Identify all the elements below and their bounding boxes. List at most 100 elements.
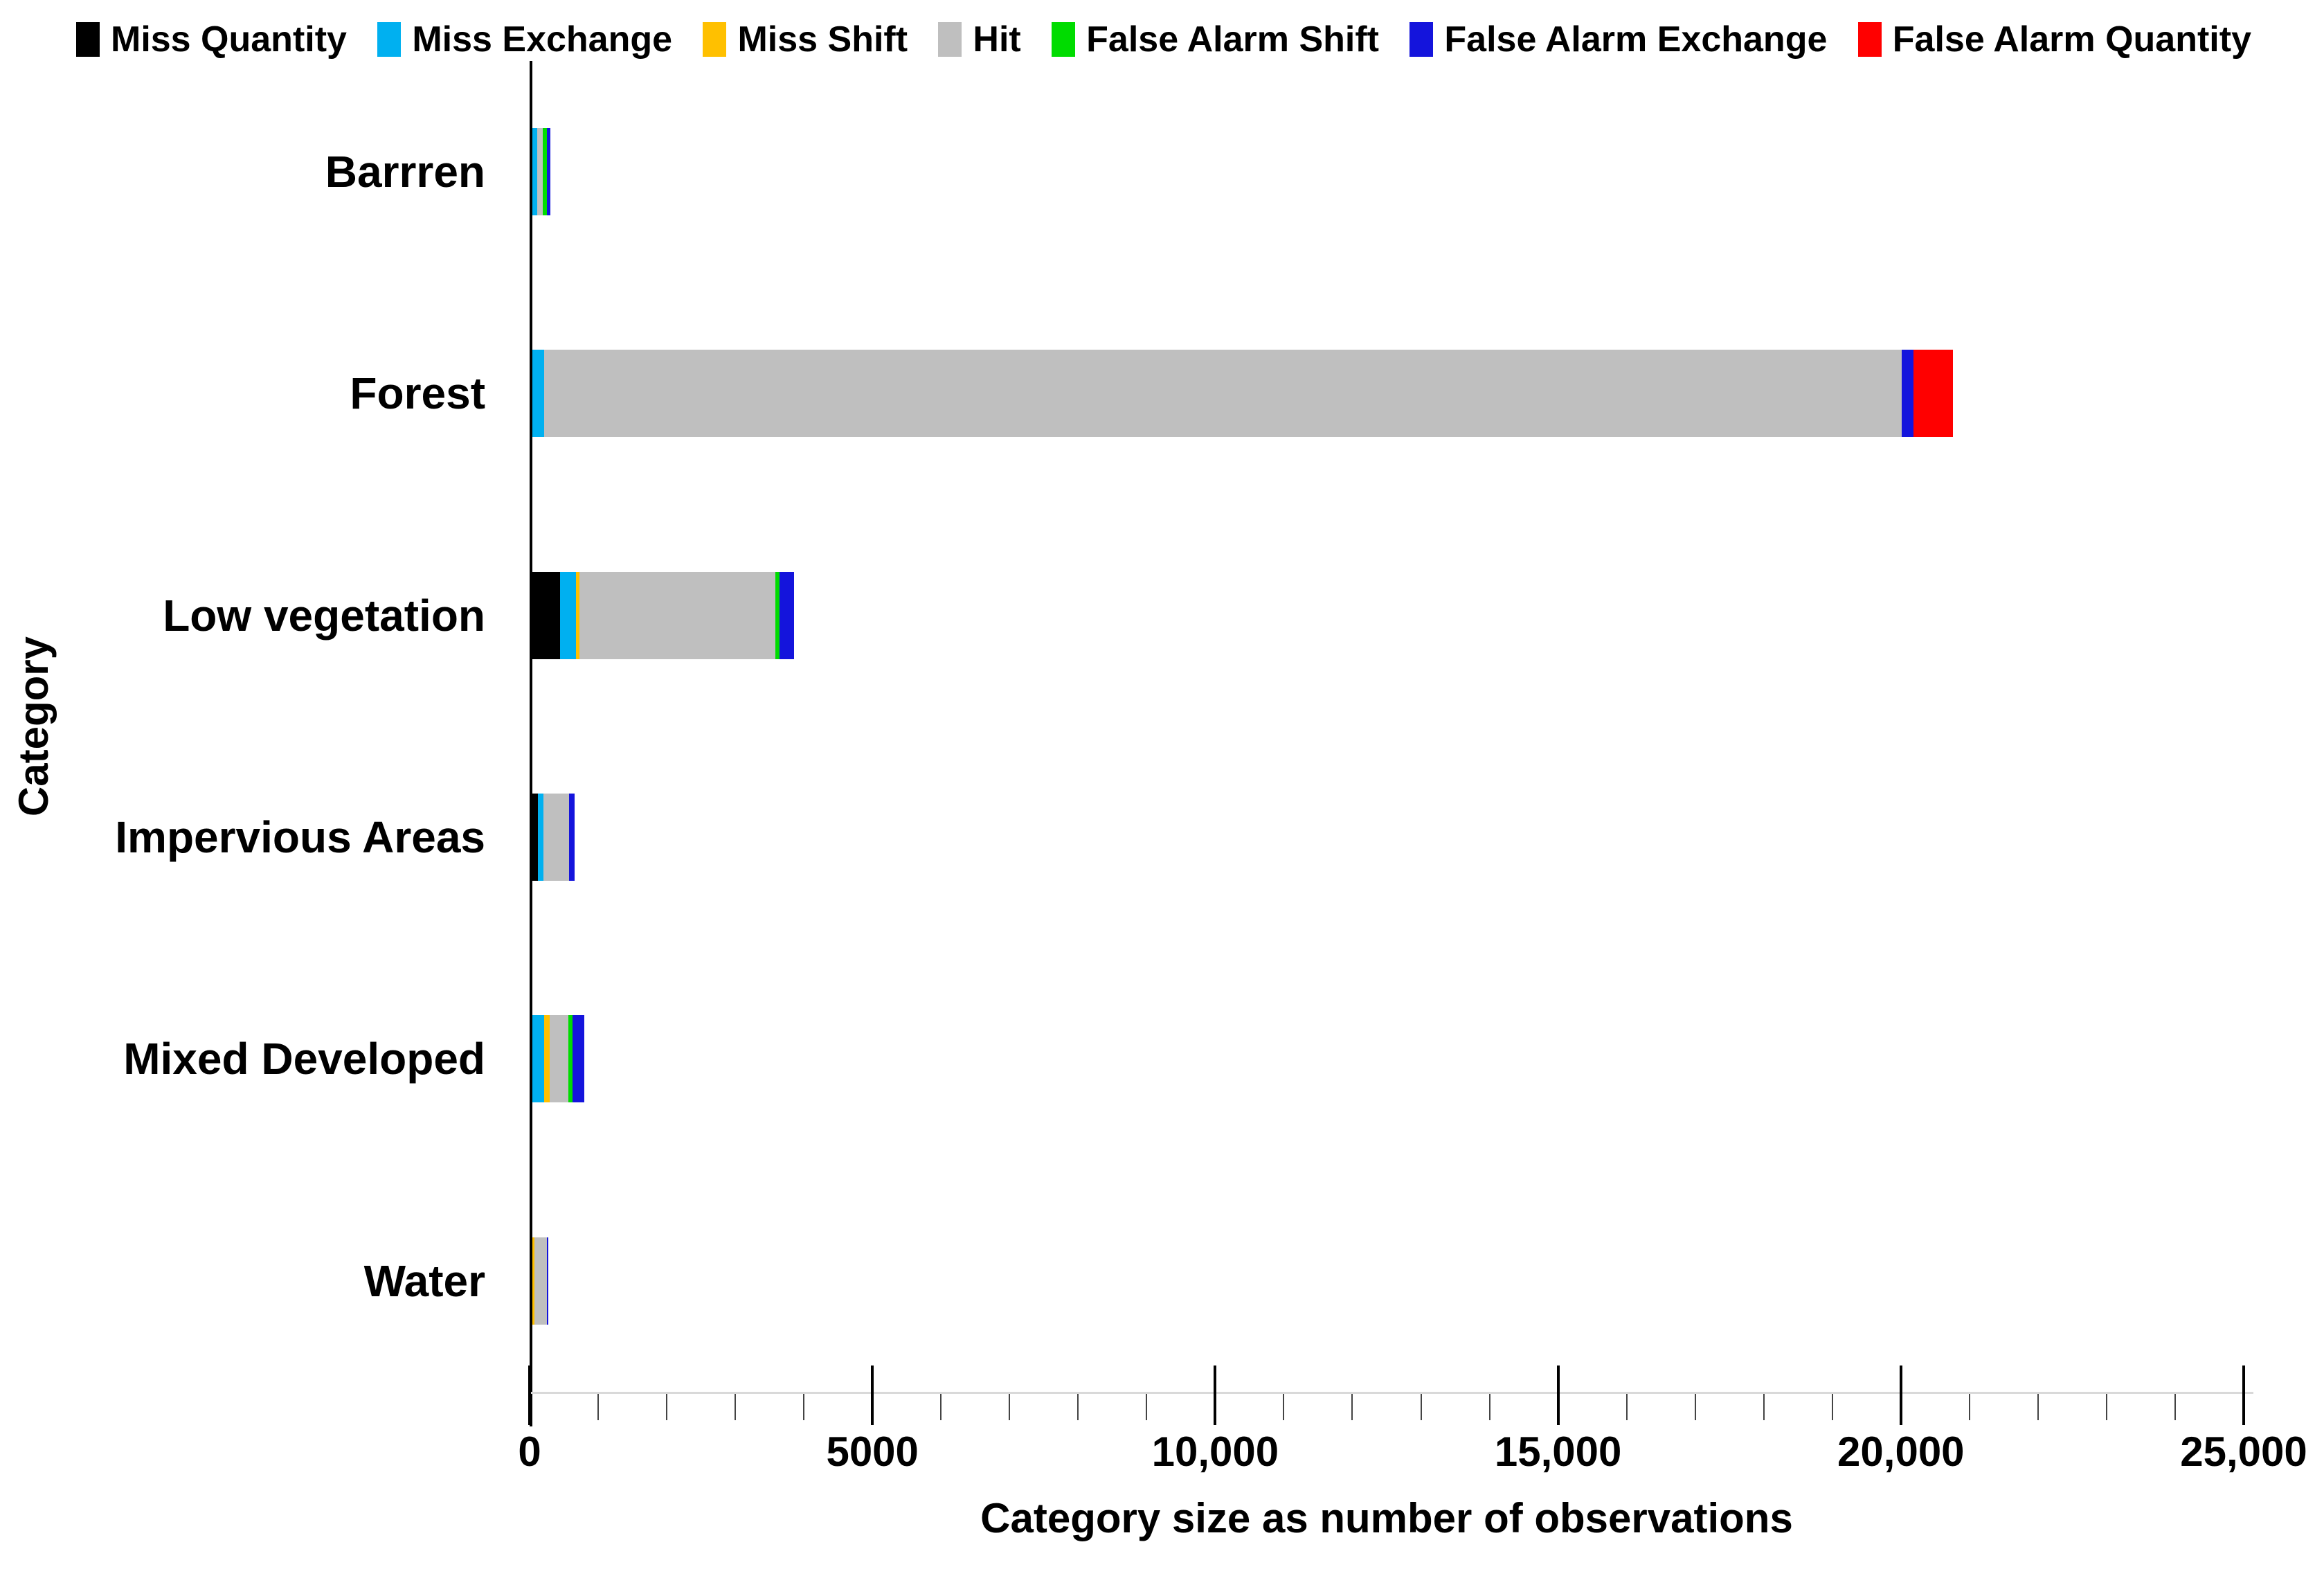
bar-segment xyxy=(537,128,543,216)
x-axis-minor-tick xyxy=(1146,1394,1148,1420)
bar-segment xyxy=(538,794,544,881)
x-axis-minor-tick xyxy=(1488,1394,1490,1420)
bar-segment xyxy=(775,571,780,659)
legend-item: False Alarm Exchange xyxy=(1409,19,1827,60)
bar-segment xyxy=(532,350,544,438)
x-axis-minor-tick xyxy=(1351,1394,1353,1420)
x-axis-minor-tick xyxy=(1763,1394,1765,1420)
x-axis-major-tick xyxy=(2242,1365,2245,1425)
bar-band xyxy=(532,61,2246,283)
x-axis-minor-tick xyxy=(666,1394,668,1420)
category-band: Water xyxy=(0,1170,509,1392)
bar-band xyxy=(532,1170,2246,1392)
x-axis-ticks: 0 5000 10,000 15,000 20,000 25,000 xyxy=(518,0,2307,1576)
x-axis-minor-tick xyxy=(2037,1394,2039,1420)
x-axis-minor-tick xyxy=(2105,1394,2107,1420)
x-axis-minor-tick xyxy=(597,1394,600,1420)
category-band: Forest xyxy=(0,283,509,504)
x-axis-minor-tick xyxy=(2174,1394,2176,1420)
category-band: Mixed Developed xyxy=(0,948,509,1170)
x-axis-minor-tick xyxy=(735,1394,737,1420)
x-axis-minor-tick xyxy=(1420,1394,1422,1420)
legend-swatch-icon xyxy=(76,22,100,57)
x-axis-major-tick xyxy=(1556,1365,1560,1425)
category-label: Mixed Developed xyxy=(123,1034,485,1084)
legend-label: False Alarm Quantity xyxy=(1892,19,2251,60)
category-label: Forest xyxy=(350,368,485,419)
legend-item: Hit xyxy=(938,19,1021,60)
bar-segment xyxy=(532,1015,544,1103)
x-axis-minor-tick xyxy=(1694,1394,1696,1420)
legend-item: False Alarm Quantity xyxy=(1857,19,2251,60)
x-axis-minor-tick xyxy=(1625,1394,1628,1420)
bar-segment xyxy=(543,794,569,881)
legend-label: False Alarm Exchange xyxy=(1444,19,1828,60)
bar-band xyxy=(532,505,2246,726)
bar-segment xyxy=(1913,350,1953,438)
bar-segment xyxy=(543,1015,550,1103)
bar-segment xyxy=(547,1237,549,1325)
x-axis-tick-label: 5000 xyxy=(826,1429,919,1475)
bar-band xyxy=(532,948,2246,1170)
category-label: Impervious Areas xyxy=(115,812,485,863)
category-label: Barrren xyxy=(325,147,485,197)
x-axis-minor-tick xyxy=(803,1394,805,1420)
bar-segment xyxy=(579,571,775,659)
legend-label: Miss Quantity xyxy=(111,19,347,60)
x-axis-major-tick xyxy=(871,1365,874,1425)
bar-segment xyxy=(560,571,577,659)
plot-area xyxy=(532,61,2246,1392)
bar-segment xyxy=(543,128,547,216)
bar-band xyxy=(532,283,2246,504)
legend-swatch-icon xyxy=(938,22,962,57)
legend-label: False Alarm Shift xyxy=(1086,19,1379,60)
bar-row xyxy=(532,128,550,216)
legend-item: Miss Shift xyxy=(703,19,908,60)
category-band: Low vegetation xyxy=(0,505,509,726)
legend-swatch-icon xyxy=(377,22,402,57)
y-axis-category-labels: Barrren Forest Low vegetation Impervious Ar… xyxy=(0,61,509,1392)
x-axis-minor-tick xyxy=(1009,1394,1011,1420)
x-axis-minor-tick xyxy=(1831,1394,1833,1420)
legend-swatch-icon xyxy=(1857,22,1882,57)
bar-segment xyxy=(549,1015,569,1103)
legend-swatch-icon xyxy=(1409,22,1434,57)
bar-row xyxy=(532,794,575,881)
legend-label: Miss Exchange xyxy=(412,19,673,60)
x-axis-line xyxy=(530,1392,2253,1394)
x-axis-tick-label: 10,000 xyxy=(1151,1429,1279,1475)
bar-row xyxy=(532,1237,549,1325)
x-axis-minor-tick xyxy=(1968,1394,1970,1420)
bar-segment xyxy=(532,571,561,659)
bar-segment xyxy=(568,1015,573,1103)
y-axis-title: Category xyxy=(10,636,57,817)
x-axis-major-tick xyxy=(1214,1365,1217,1425)
category-label: Low vegetation xyxy=(163,590,485,641)
legend-item: Miss Exchange xyxy=(377,19,672,60)
x-axis-major-tick xyxy=(1899,1365,1902,1425)
bar-segment xyxy=(534,1237,548,1325)
x-axis-title: Category size as number of observations xyxy=(980,1495,1793,1541)
x-axis-tick-label: 15,000 xyxy=(1494,1429,1622,1475)
x-axis-tick-label: 20,000 xyxy=(1837,1429,1965,1475)
x-axis-minor-tick xyxy=(1283,1394,1285,1420)
bar-row xyxy=(532,571,794,659)
x-axis-minor-tick xyxy=(1077,1394,1079,1420)
category-label: Water xyxy=(363,1255,485,1306)
x-axis-tick-label: 0 xyxy=(518,1429,541,1475)
legend-swatch-icon xyxy=(703,22,727,57)
bar-segment xyxy=(576,571,579,659)
x-axis-tick-label: 25,000 xyxy=(2180,1429,2307,1475)
legend-item: Miss Quantity xyxy=(76,19,347,60)
bar-band xyxy=(532,726,2246,948)
legend-item: False Alarm Shift xyxy=(1052,19,1379,60)
legend-swatch-icon xyxy=(1052,22,1076,57)
bar-row xyxy=(532,350,1953,438)
bar-segment xyxy=(546,128,550,216)
bar-row xyxy=(532,1015,584,1103)
legend: Miss Quantity Miss Exchange Miss Shift Hit F… xyxy=(76,12,2251,66)
legend-label: Hit xyxy=(973,19,1021,60)
bar-segment xyxy=(532,794,539,881)
y-axis-line xyxy=(530,61,532,1426)
